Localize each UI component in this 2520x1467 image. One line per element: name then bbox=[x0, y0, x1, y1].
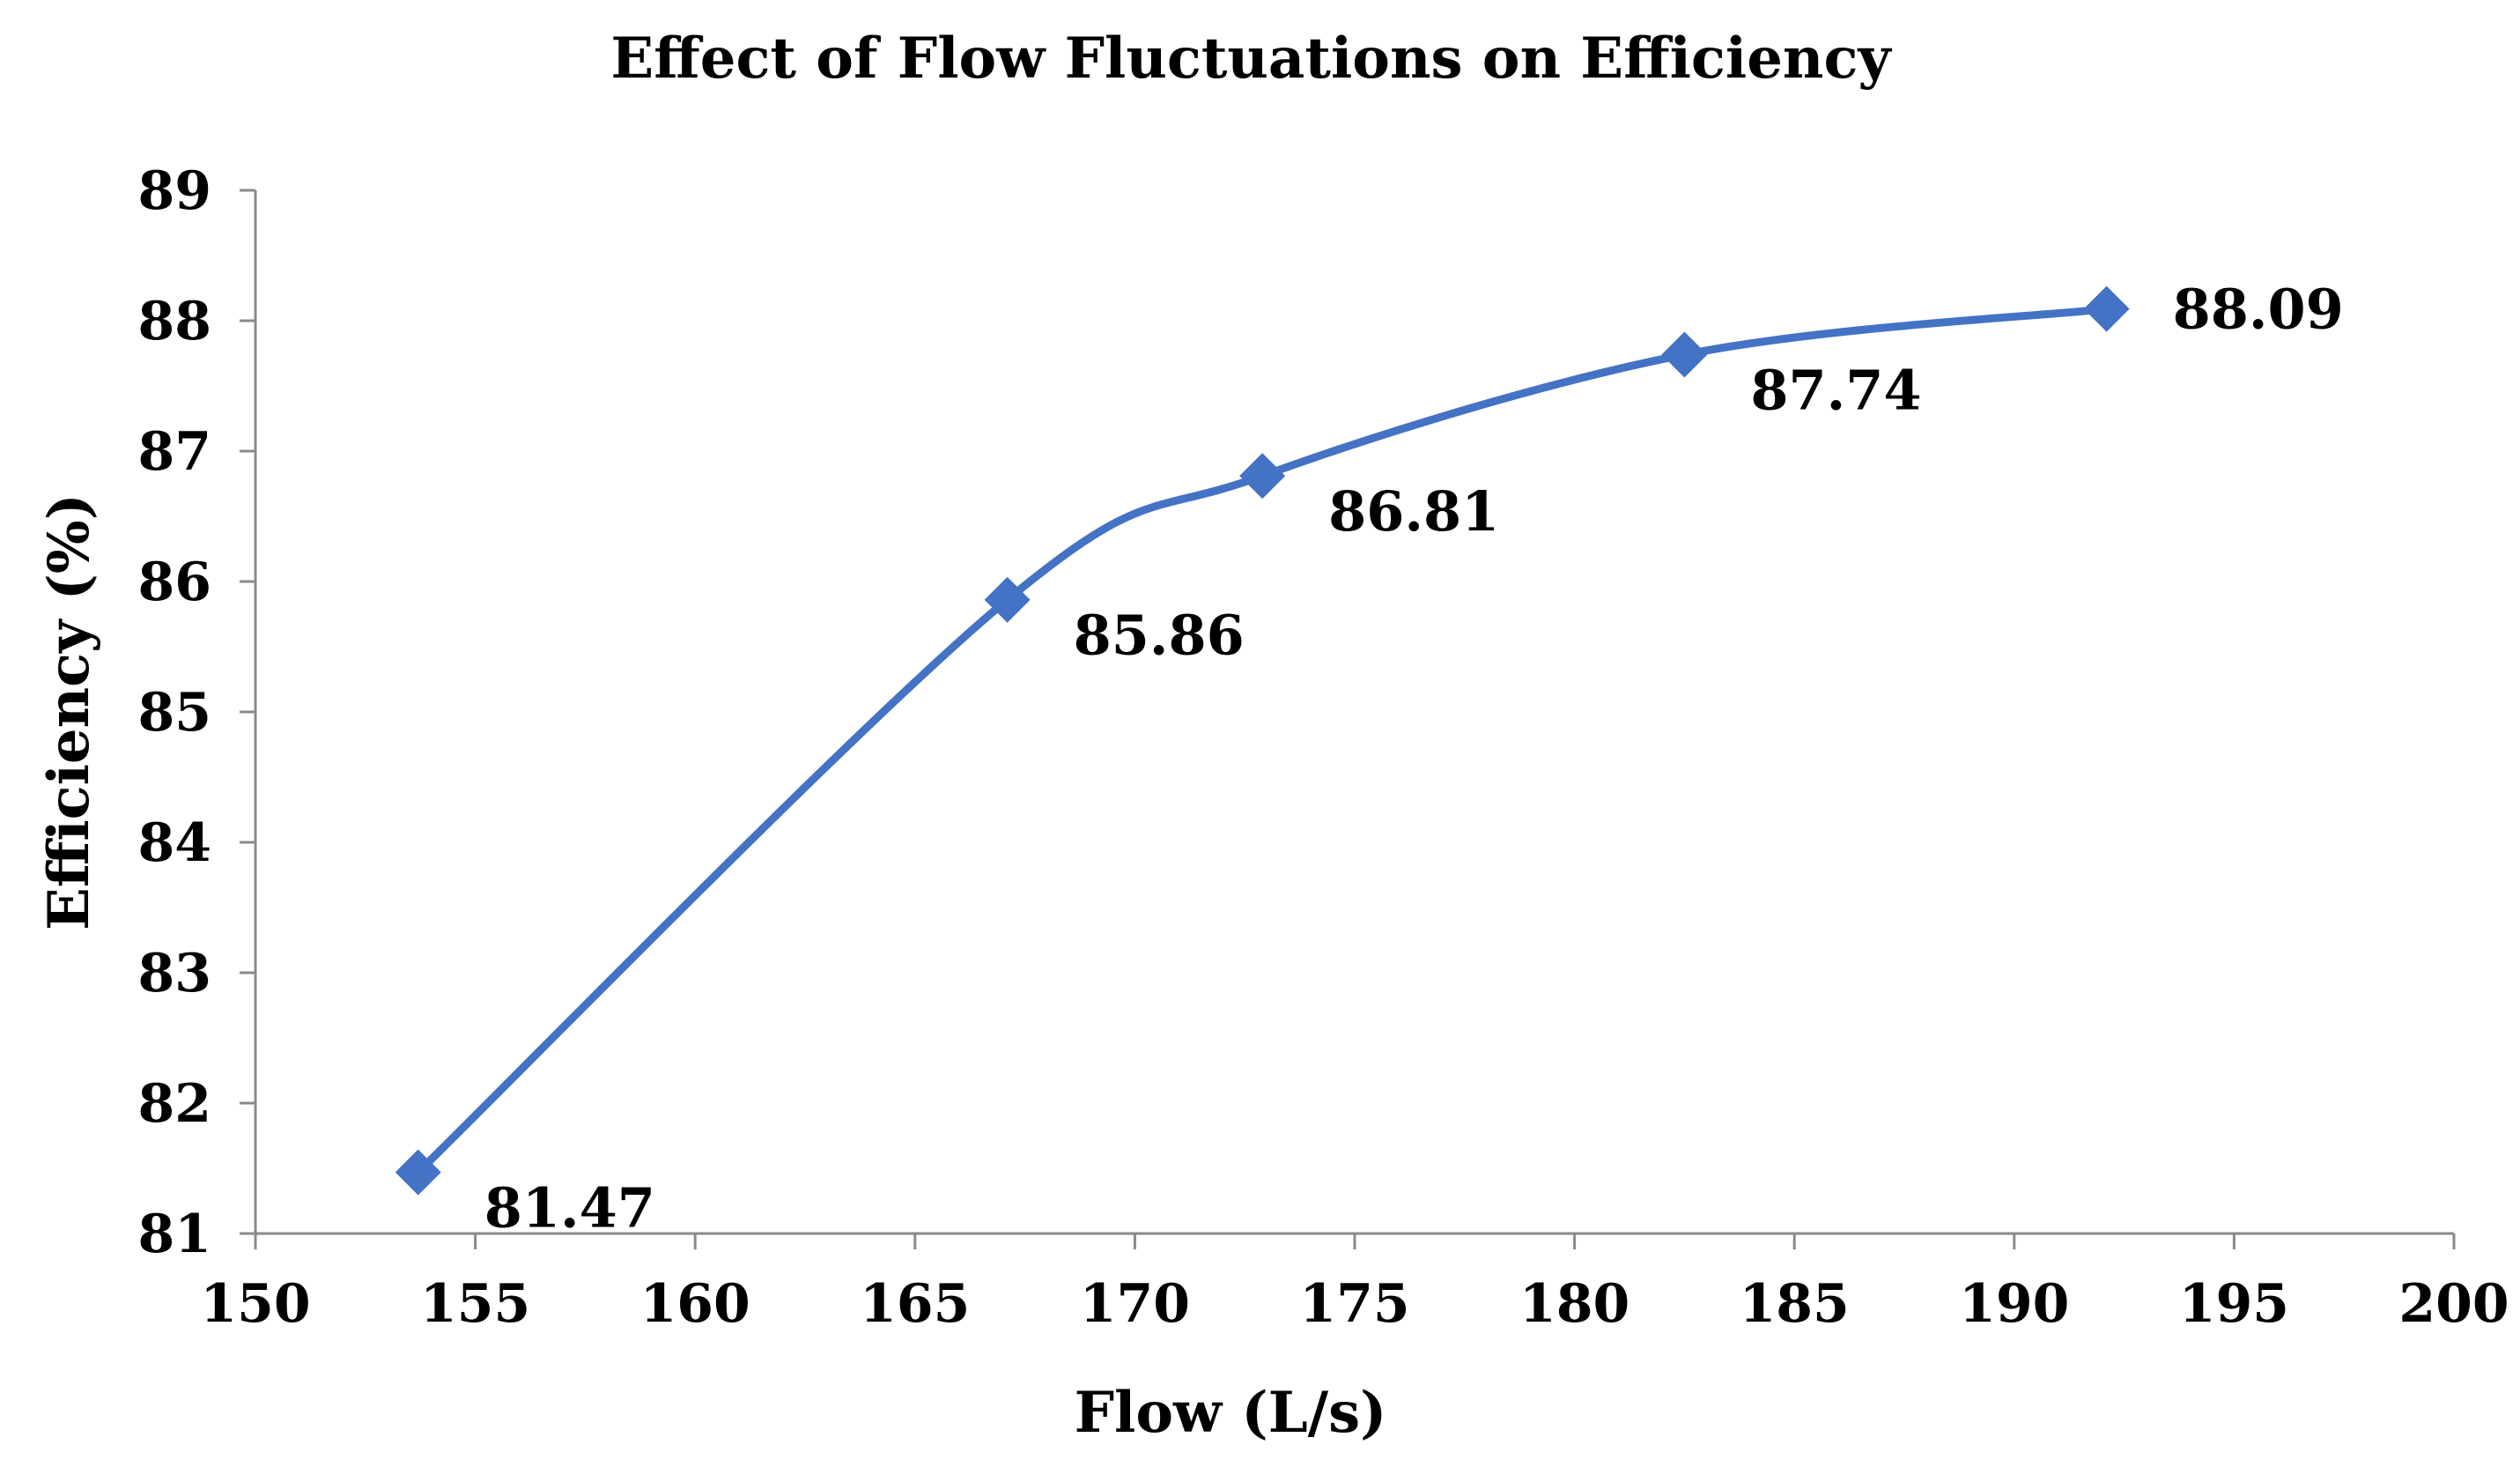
y-tick-label: 89 bbox=[138, 160, 212, 222]
x-tick-label: 165 bbox=[860, 1273, 970, 1335]
data-label: 88.09 bbox=[2173, 278, 2344, 342]
series-layer: 81.47 85.86 86.81 87.74 88.09 bbox=[395, 278, 2344, 1240]
data-point-marker bbox=[2083, 285, 2130, 332]
y-tick-label: 82 bbox=[138, 1073, 212, 1135]
axes: 81 82 83 84 85 86 87 88 89 150 155 160 165 170 175 180… bbox=[138, 160, 2509, 1335]
y-tick-label: 84 bbox=[138, 812, 212, 874]
y-tick-label: 87 bbox=[138, 421, 212, 483]
y-tick-label: 83 bbox=[138, 943, 212, 1004]
x-tick-label: 150 bbox=[200, 1273, 310, 1335]
data-label: 81.47 bbox=[484, 1175, 655, 1240]
data-point-marker bbox=[395, 1149, 441, 1196]
x-tick-label: 155 bbox=[420, 1273, 530, 1335]
series-line bbox=[414, 305, 2111, 1176]
data-point-marker bbox=[1661, 331, 1708, 378]
x-tick-label: 190 bbox=[1959, 1273, 2069, 1335]
data-label: 87.74 bbox=[1750, 358, 1921, 422]
y-tick-label: 86 bbox=[138, 552, 212, 613]
x-tick-label: 170 bbox=[1080, 1273, 1190, 1335]
y-tick-label: 85 bbox=[138, 682, 212, 744]
data-point-marker bbox=[984, 576, 1031, 623]
y-axis-ticks: 81 82 83 84 85 86 87 88 89 bbox=[138, 160, 255, 1265]
y-tick-label: 81 bbox=[138, 1204, 212, 1265]
x-axis-title: Flow (L/s) bbox=[1075, 1380, 1387, 1446]
x-tick-label: 195 bbox=[2179, 1273, 2289, 1335]
x-tick-label: 160 bbox=[640, 1273, 750, 1335]
x-tick-label: 200 bbox=[2398, 1273, 2509, 1335]
y-tick-label: 88 bbox=[138, 291, 212, 352]
data-label: 86.81 bbox=[1328, 479, 1499, 544]
x-tick-label: 175 bbox=[1299, 1273, 1409, 1335]
x-tick-label: 185 bbox=[1740, 1273, 1850, 1335]
x-tick-label: 180 bbox=[1519, 1273, 1630, 1335]
data-point-marker bbox=[1239, 453, 1286, 500]
data-label: 85.86 bbox=[1074, 604, 1245, 668]
chart-title: Effect of Flow Fluctuations on Efficienc… bbox=[610, 26, 1892, 92]
x-axis-ticks: 150 155 160 165 170 175 180 185 190 195 200 bbox=[200, 1234, 2509, 1335]
y-axis-title: Efficiency (%) bbox=[36, 493, 102, 930]
